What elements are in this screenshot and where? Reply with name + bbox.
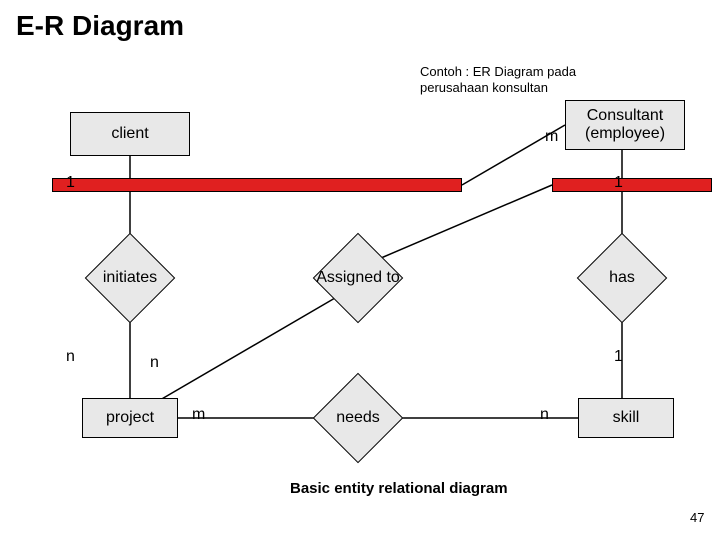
card-needs-n: n — [540, 406, 549, 424]
diagram-caption: Basic entity relational diagram — [290, 480, 508, 497]
redbar-left — [52, 178, 462, 192]
slide-number: 47 — [690, 510, 704, 525]
rel-has-label: has — [571, 246, 673, 310]
card-client-1: 1 — [66, 174, 75, 192]
card-initiates-n: n — [66, 348, 75, 366]
entity-client: client — [70, 112, 190, 156]
slide-title: E-R Diagram — [16, 10, 184, 42]
entity-project: project — [82, 398, 178, 438]
rel-initiates: initiates — [98, 246, 162, 310]
rel-needs: needs — [326, 386, 390, 450]
card-assigned-n: n — [150, 354, 159, 372]
rel-assigned-to: Assigned to — [326, 246, 390, 310]
rel-assigned-to-label: Assigned to — [307, 246, 409, 310]
redbar-right — [552, 178, 712, 192]
rel-initiates-label: initiates — [79, 246, 181, 310]
er-diagram-slide: E-R Diagram Contoh : ER Diagram pada per… — [0, 0, 720, 540]
rel-has: has — [590, 246, 654, 310]
card-project-m: m — [192, 406, 205, 424]
rel-needs-label: needs — [307, 386, 409, 450]
card-consultant-1: 1 — [614, 174, 623, 192]
card-has-1: 1 — [614, 348, 623, 366]
card-consultant-m: m — [545, 128, 558, 146]
entity-consultant: Consultant (employee) — [565, 100, 685, 150]
slide-subtitle: Contoh : ER Diagram pada perusahaan kons… — [420, 64, 576, 97]
entity-skill: skill — [578, 398, 674, 438]
